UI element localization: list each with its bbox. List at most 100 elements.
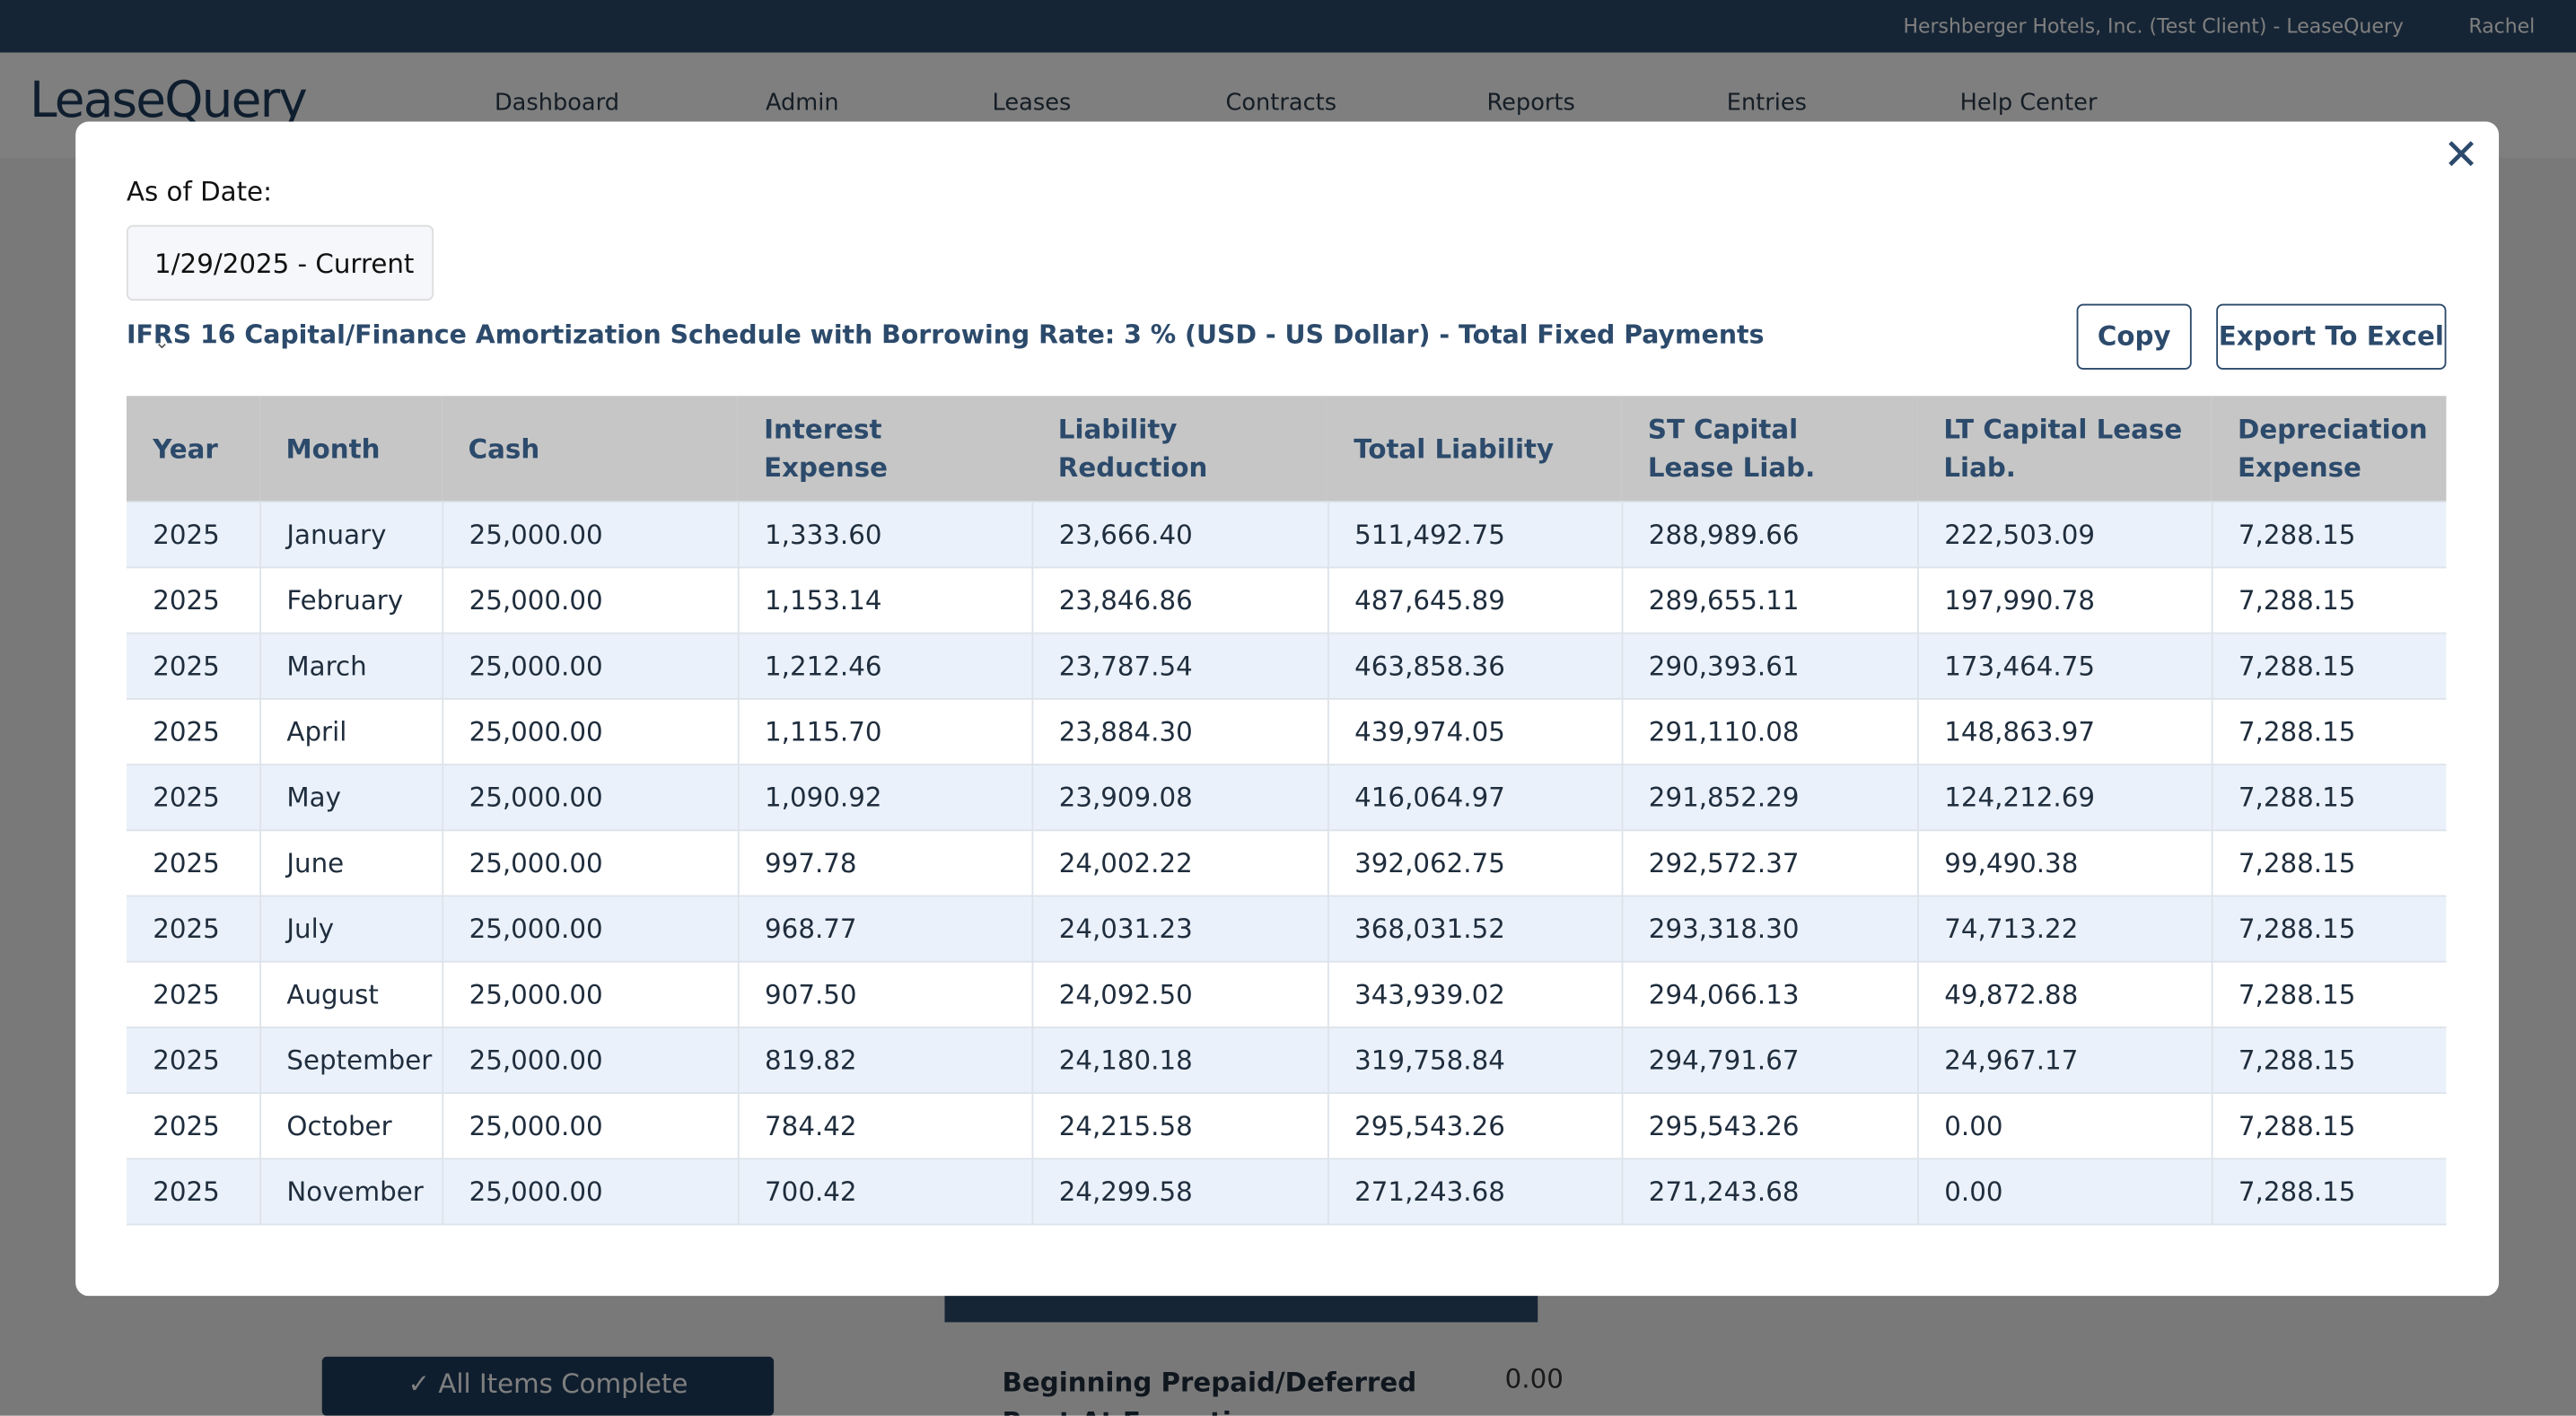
copy-button[interactable]: Copy <box>2076 303 2192 370</box>
close-button[interactable]: ✕ <box>2443 131 2480 181</box>
table-cell: 295,543.26 <box>1327 1092 1623 1160</box>
table-cell: 997.78 <box>737 829 1033 897</box>
table-row: 2025 November 25,000.00 700.42 24,299.58 271,… <box>126 1158 2447 1226</box>
column-header: Depreciation Expense <box>2211 396 2447 503</box>
table-cell: 25,000.00 <box>442 1092 739 1160</box>
table-cell: 25,000.00 <box>442 829 739 897</box>
table-cell: 7,288.15 <box>2211 566 2447 634</box>
table-cell: 0.00 <box>1917 1092 2212 1160</box>
table-cell: 343,939.02 <box>1327 960 1623 1028</box>
table-cell: 290,393.61 <box>1621 632 1918 700</box>
table-cell: 2025 <box>126 697 261 765</box>
table-row: 2025 June 25,000.00 997.78 24,002.22 392,062.… <box>126 829 2447 897</box>
table-cell: 24,180.18 <box>1031 1026 1328 1095</box>
table-row: 2025 February 25,000.00 1,153.14 23,846.86 48… <box>126 566 2447 634</box>
column-header: Cash <box>442 396 738 503</box>
table-cell: 294,066.13 <box>1621 960 1918 1028</box>
table-cell: 173,464.75 <box>1917 632 2212 700</box>
table-row: 2025 October 25,000.00 784.42 24,215.58 295,5… <box>126 1092 2447 1160</box>
table-scroll: Year Month Cash Interest Expense Liability R… <box>126 396 2447 1245</box>
table-row: 2025 March 25,000.00 1,212.46 23,787.54 463,8… <box>126 632 2447 700</box>
table-cell: April <box>259 697 443 765</box>
table-cell: 25,000.00 <box>442 764 739 832</box>
table-cell: 368,031.52 <box>1327 895 1623 963</box>
table-cell: 293,318.30 <box>1621 895 1918 963</box>
table-cell: 1,153.14 <box>737 566 1033 634</box>
table-cell: 7,288.15 <box>2211 829 2447 897</box>
table-cell: 2025 <box>126 960 261 1028</box>
table-cell: 1,212.46 <box>737 632 1033 700</box>
table-cell: 24,031.23 <box>1031 895 1328 963</box>
table-cell: 74,713.22 <box>1917 895 2212 963</box>
table-cell: 23,787.54 <box>1031 632 1328 700</box>
export-button[interactable]: Export To Excel <box>2216 303 2447 370</box>
table-cell: 23,846.86 <box>1031 566 1328 634</box>
table-cell: 2025 <box>126 829 261 897</box>
table-cell: 7,288.15 <box>2211 632 2447 700</box>
date-label: As of Date: <box>126 175 272 207</box>
table-cell: 292,572.37 <box>1621 829 1918 897</box>
table-cell: 7,288.15 <box>2211 501 2447 569</box>
table-cell: 7,288.15 <box>2211 1026 2447 1095</box>
table-cell: 1,090.92 <box>737 764 1033 832</box>
date-select[interactable]: 1/29/2025 - Current ⌄ <box>126 224 434 354</box>
table-cell: 511,492.75 <box>1327 501 1623 569</box>
table-cell: 2025 <box>126 566 261 634</box>
header-row: Year Month Cash Interest Expense Liability R… <box>126 396 2447 503</box>
table-cell: 289,655.11 <box>1621 566 1918 634</box>
table-cell: 784.42 <box>737 1092 1033 1160</box>
table-cell: 23,666.40 <box>1031 501 1328 569</box>
table-cell: January <box>259 501 443 569</box>
table-cell: 2025 <box>126 1026 261 1095</box>
table-cell: 24,092.50 <box>1031 960 1328 1028</box>
table-cell: 2025 <box>126 764 261 832</box>
column-header: LT Capital Lease Liab. <box>1917 396 2212 503</box>
table-cell: 819.82 <box>737 1026 1033 1095</box>
table-cell: 24,299.58 <box>1031 1158 1328 1226</box>
table-cell: July <box>259 895 443 963</box>
table-cell: 25,000.00 <box>442 697 739 765</box>
table-cell: 99,490.38 <box>1917 829 2212 897</box>
table-cell: 23,884.30 <box>1031 697 1328 765</box>
table-cell: June <box>259 829 443 897</box>
table-row: 2025 May 25,000.00 1,090.92 23,909.08 416,064… <box>126 764 2447 832</box>
table-cell: 1,115.70 <box>737 697 1033 765</box>
table-cell: 288,989.66 <box>1621 501 1918 569</box>
table-cell: 24,967.17 <box>1917 1026 2212 1095</box>
table-cell: 463,858.36 <box>1327 632 1623 700</box>
table-cell: 2025 <box>126 1158 261 1226</box>
table-cell: October <box>259 1092 443 1160</box>
table-cell: 25,000.00 <box>442 895 739 963</box>
table-row: 2025 April 25,000.00 1,115.70 23,884.30 439,9… <box>126 697 2447 765</box>
table-cell: 487,645.89 <box>1327 566 1623 634</box>
modal: ✕ As of Date: 1/29/2025 - Current ⌄ IFRS… <box>75 121 2500 1297</box>
table-cell: 2025 <box>126 895 261 963</box>
schedule-title: IFRS 16 Capital/Finance Amortization Sch… <box>126 319 1765 350</box>
table-row: 2025 September 25,000.00 819.82 24,180.18 319… <box>126 1026 2447 1095</box>
table-cell: 7,288.15 <box>2211 895 2447 963</box>
date-value: 1/29/2025 - Current <box>154 248 415 280</box>
table-cell: September <box>259 1026 443 1095</box>
table-cell: 25,000.00 <box>442 960 739 1028</box>
column-header: Total Liability <box>1327 396 1622 503</box>
table-cell: February <box>259 566 443 634</box>
table-cell: 25,000.00 <box>442 501 739 569</box>
table-cell: 25,000.00 <box>442 632 739 700</box>
table-cell: 1,333.60 <box>737 501 1033 569</box>
column-header: ST Capital Lease Liab. <box>1621 396 1918 503</box>
table-cell: 7,288.15 <box>2211 697 2447 765</box>
table-cell: 124,212.69 <box>1917 764 2212 832</box>
table-cell: 0.00 <box>1917 1158 2212 1226</box>
table-cell: 25,000.00 <box>442 1026 739 1095</box>
table-cell: 295,543.26 <box>1621 1092 1918 1160</box>
table-cell: 24,002.22 <box>1031 829 1328 897</box>
table-cell: 7,288.15 <box>2211 1158 2447 1226</box>
table-row: 2025 January 25,000.00 1,333.60 23,666.40 511… <box>126 501 2447 569</box>
table-cell: 7,288.15 <box>2211 1092 2447 1160</box>
table-cell: 25,000.00 <box>442 1158 739 1226</box>
table-cell: 294,791.67 <box>1621 1026 1918 1095</box>
table-cell: 2025 <box>126 501 261 569</box>
table-cell: August <box>259 960 443 1028</box>
table-cell: 439,974.05 <box>1327 697 1623 765</box>
